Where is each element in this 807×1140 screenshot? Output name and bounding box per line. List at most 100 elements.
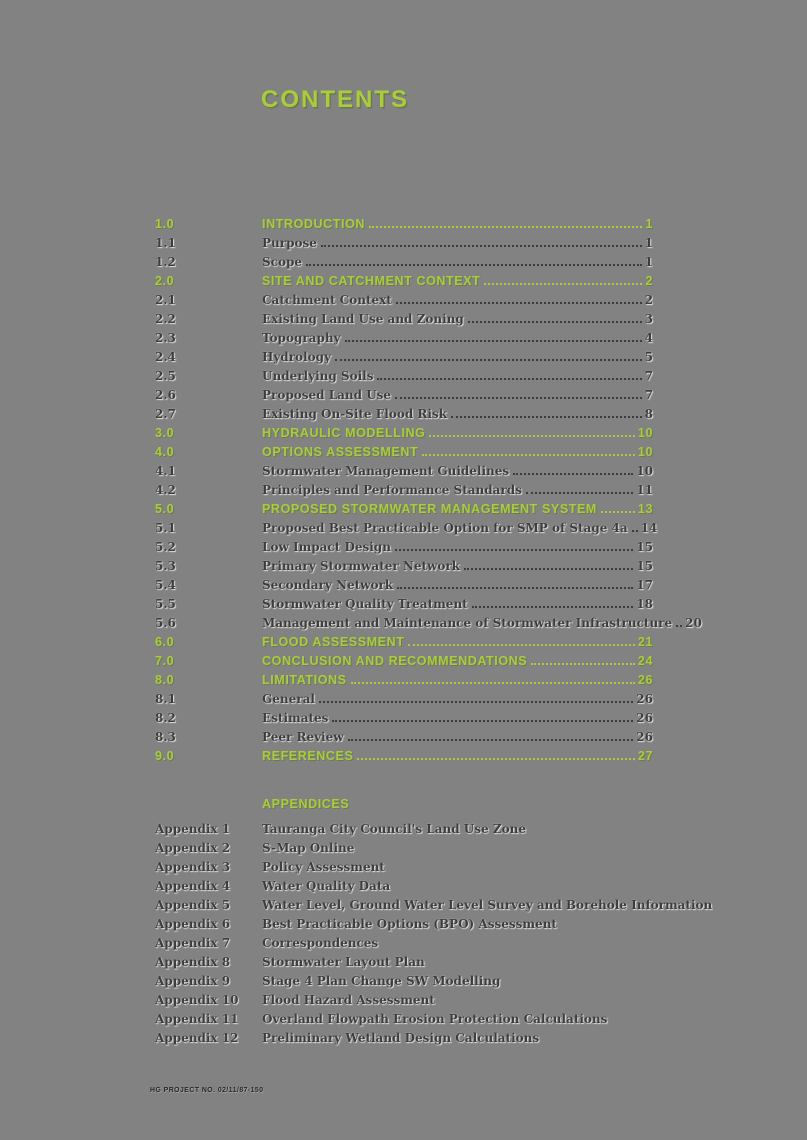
toc-list: 1.0 INTRODUCTION 1 1.1 Purpose 1 1.2 Sco… bbox=[155, 215, 702, 766]
toc-entry-number: 3.0 bbox=[155, 426, 175, 440]
toc-entry[interactable]: 5.2 Low Impact Design 15 bbox=[155, 538, 653, 557]
toc-entry-page: 26 bbox=[636, 692, 653, 706]
toc-entry-number: 5.3 bbox=[155, 559, 176, 573]
toc-leader-dots bbox=[471, 606, 634, 608]
appendix-title: Policy Assessment bbox=[262, 860, 385, 874]
toc-entry[interactable]: 2.2 Existing Land Use and Zoning 3 bbox=[155, 310, 653, 329]
appendix-label: Appendix 9 bbox=[155, 974, 231, 988]
toc-leader-dots bbox=[484, 283, 643, 285]
appendix-item: Appendix 12 Preliminary Wetland Design C… bbox=[155, 1029, 653, 1048]
toc-entry-page: 27 bbox=[637, 749, 653, 763]
appendix-title: Best Practicable Options (BPO) Assessmen… bbox=[262, 917, 557, 931]
appendix-item: Appendix 9 Stage 4 Plan Change SW Modell… bbox=[155, 972, 653, 991]
toc-leader-dots bbox=[369, 226, 643, 228]
appendix-item: Appendix 4 Water Quality Data bbox=[155, 877, 653, 896]
toc-entry[interactable]: 8.3 Peer Review 26 bbox=[155, 728, 653, 747]
toc-entry-title: PROPOSED STORMWATER MANAGEMENT SYSTEM bbox=[262, 502, 597, 516]
toc-entry-title: Existing Land Use and Zoning bbox=[262, 312, 464, 326]
toc-leader-dots bbox=[600, 511, 635, 513]
toc-entry-number: 1.1 bbox=[155, 236, 176, 250]
toc-entry[interactable]: 1.1 Purpose 1 bbox=[155, 234, 653, 253]
appendix-item: Appendix 10 Flood Hazard Assessment bbox=[155, 991, 653, 1010]
toc-entry[interactable]: 8.1 General 26 bbox=[155, 690, 653, 709]
toc-entry[interactable]: 1.2 Scope 1 bbox=[155, 253, 653, 272]
toc-entry-number: 5.1 bbox=[155, 521, 176, 535]
toc-entry[interactable]: 5.4 Secondary Network 17 bbox=[155, 576, 653, 595]
toc-entry-title: FLOOD ASSESSMENT bbox=[262, 635, 405, 649]
toc-entry[interactable]: 4.0 OPTIONS ASSESSMENT 10 bbox=[155, 443, 653, 462]
toc-entry[interactable]: 4.2 Principles and Performance Standards… bbox=[155, 481, 653, 500]
toc-entry[interactable]: 5.0 PROPOSED STORMWATER MANAGEMENT SYSTE… bbox=[155, 500, 653, 519]
toc-entry-title: Proposed Best Practicable Option for SMP… bbox=[262, 521, 628, 535]
toc-leader-dots bbox=[395, 397, 642, 399]
appendix-label: Appendix 7 bbox=[155, 936, 231, 950]
toc-entry-number: 5.6 bbox=[155, 616, 176, 630]
appendix-label: Appendix 3 bbox=[155, 860, 231, 874]
toc-entry-page: 10 bbox=[637, 445, 653, 459]
toc-entry[interactable]: 5.6 Management and Maintenance of Stormw… bbox=[155, 614, 702, 633]
toc-entry-page: 10 bbox=[636, 464, 653, 478]
appendix-label: Appendix 5 bbox=[155, 898, 231, 912]
toc-entry-page: 26 bbox=[637, 673, 653, 687]
toc-entry-page: 1 bbox=[644, 255, 653, 269]
appendix-item: Appendix 6 Best Practicable Options (BPO… bbox=[155, 915, 653, 934]
toc-entry[interactable]: 2.4 Hydrology 5 bbox=[155, 348, 653, 367]
toc-entry-page: 18 bbox=[636, 597, 653, 611]
toc-entry-number: 4.2 bbox=[155, 483, 176, 497]
toc-entry[interactable]: 8.0 LIMITATIONS 26 bbox=[155, 671, 653, 690]
toc-entry[interactable]: 2.1 Catchment Context 2 bbox=[155, 291, 653, 310]
toc-entry-page: 24 bbox=[637, 654, 653, 668]
toc-entry-title: OPTIONS ASSESSMENT bbox=[262, 445, 419, 459]
toc-entry-title: Existing On-Site Flood Risk bbox=[262, 407, 448, 421]
toc-entry[interactable]: 8.2 Estimates 26 bbox=[155, 709, 653, 728]
toc-entry[interactable]: 2.0 SITE AND CATCHMENT CONTEXT 2 bbox=[155, 272, 653, 291]
toc-entry[interactable]: 3.0 HYDRAULIC MODELLING 10 bbox=[155, 424, 653, 443]
appendix-item: Appendix 5 Water Level, Ground Water Lev… bbox=[155, 896, 712, 915]
toc-entry-number: 2.4 bbox=[155, 350, 176, 364]
toc-entry[interactable]: 1.0 INTRODUCTION 1 bbox=[155, 215, 653, 234]
toc-entry-title: General bbox=[262, 692, 315, 706]
toc-entry-number: 7.0 bbox=[155, 654, 175, 668]
toc-entry-page: 8 bbox=[644, 407, 653, 421]
toc-entry[interactable]: 2.6 Proposed Land Use 7 bbox=[155, 386, 653, 405]
toc-entry-title: CONCLUSION AND RECOMMENDATIONS bbox=[262, 654, 528, 668]
toc-entry-page: 14 bbox=[640, 521, 658, 535]
toc-entry[interactable]: 4.1 Stormwater Management Guidelines 10 bbox=[155, 462, 653, 481]
appendix-title: Stage 4 Plan Change SW Modelling bbox=[262, 974, 501, 988]
toc-entry-title: Topography bbox=[262, 331, 341, 345]
toc-leader-dots bbox=[334, 359, 642, 361]
toc-entry[interactable]: 5.3 Primary Stormwater Network 15 bbox=[155, 557, 653, 576]
toc-entry-title: HYDRAULIC MODELLING bbox=[262, 426, 426, 440]
toc-entry[interactable]: 2.5 Underlying Soils 7 bbox=[155, 367, 653, 386]
appendix-label: Appendix 12 bbox=[155, 1031, 239, 1045]
toc-entry-page: 11 bbox=[636, 483, 653, 497]
toc-entry-title: Stormwater Management Guidelines bbox=[262, 464, 510, 478]
toc-entry-page: 1 bbox=[644, 236, 653, 250]
toc-entry[interactable]: 2.3 Topography 4 bbox=[155, 329, 653, 348]
toc-entry-title: Catchment Context bbox=[262, 293, 392, 307]
toc-entry[interactable]: 7.0 CONCLUSION AND RECOMMENDATIONS 24 bbox=[155, 652, 653, 671]
toc-entry-page: 2 bbox=[644, 293, 653, 307]
toc-entry[interactable]: 5.5 Stormwater Quality Treatment 18 bbox=[155, 595, 653, 614]
toc-entry-number: 6.0 bbox=[155, 635, 175, 649]
toc-entry-title: LIMITATIONS bbox=[262, 673, 347, 687]
appendix-label: Appendix 2 bbox=[155, 841, 231, 855]
toc-entry[interactable]: 5.1 Proposed Best Practicable Option for… bbox=[155, 519, 657, 538]
toc-entry[interactable]: 9.0 REFERENCES 27 bbox=[155, 747, 653, 766]
toc-entry-title: Estimates bbox=[262, 711, 329, 725]
toc-entry-number: 2.5 bbox=[155, 369, 176, 383]
toc-leader-dots bbox=[306, 264, 642, 266]
toc-entry[interactable]: 6.0 FLOOD ASSESSMENT 21 bbox=[155, 633, 653, 652]
toc-leader-dots bbox=[347, 739, 634, 741]
toc-entry-number: 5.0 bbox=[155, 502, 175, 516]
toc-entry-number: 9.0 bbox=[155, 749, 175, 763]
appendix-title: Overland Flowpath Erosion Protection Cal… bbox=[262, 1012, 608, 1026]
toc-entry-page: 15 bbox=[636, 559, 653, 573]
toc-entry-page: 20 bbox=[685, 616, 702, 630]
appendix-item: Appendix 1 Tauranga City Council's Land … bbox=[155, 820, 653, 839]
toc-entry-title: Scope bbox=[262, 255, 303, 269]
toc-entry[interactable]: 2.7 Existing On-Site Flood Risk 8 bbox=[155, 405, 653, 424]
footer-project-number: HG PROJECT NO. 02/11/87-150 bbox=[150, 1087, 264, 1094]
toc-entry-page: 4 bbox=[644, 331, 653, 345]
